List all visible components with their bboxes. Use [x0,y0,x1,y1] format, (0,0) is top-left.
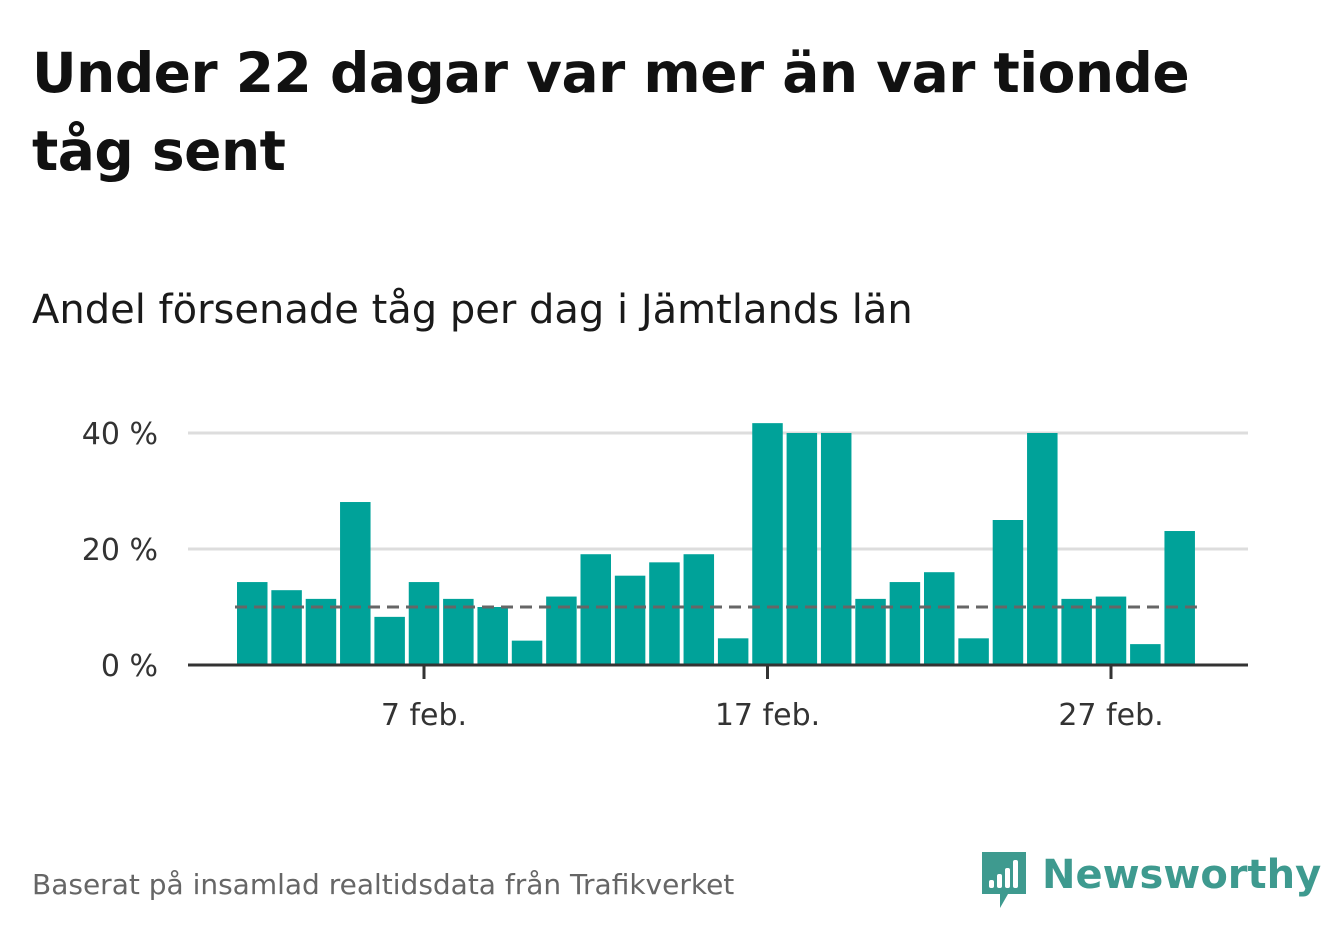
bar [924,572,955,665]
x-tick-label: 17 feb. [715,698,820,733]
x-tick-label: 27 feb. [1058,698,1163,733]
bar [752,423,783,665]
source-note: Baserat på insamlad realtidsdata från Tr… [32,868,734,901]
bar [409,582,440,665]
bar [271,590,302,665]
bar [1164,531,1195,665]
bar [1130,644,1161,665]
bar [581,554,612,665]
y-tick-label: 0 % [101,649,158,684]
x-tick-label: 7 feb. [381,698,467,733]
bar-chart: 0 % 20 % 40 % 7 feb. 17 feb. 27 feb. [0,0,1322,939]
bar [306,599,337,665]
bar [443,599,474,665]
newsworthy-logo-icon [980,850,1028,910]
chart-page: Under 22 dagar var mer än var tionde tåg… [0,0,1322,939]
bar [1027,433,1058,665]
bar [855,599,886,665]
bar [649,562,680,665]
newsworthy-logo: Newsworthy [980,850,1321,914]
y-tick-label: 40 % [82,417,158,452]
bar [993,520,1024,665]
bar [890,582,921,665]
bar [237,582,268,665]
bars [237,423,1195,665]
bar [340,502,371,665]
bar [718,638,749,665]
bar [374,617,405,665]
bar [615,576,646,665]
bar [821,433,852,665]
bar [787,433,818,665]
bar [477,607,508,665]
bar [1061,599,1092,665]
bar [684,554,715,665]
y-tick-label: 20 % [82,533,158,568]
bar [958,638,989,665]
brand-name: Newsworthy [1042,850,1321,900]
bar [512,641,543,665]
